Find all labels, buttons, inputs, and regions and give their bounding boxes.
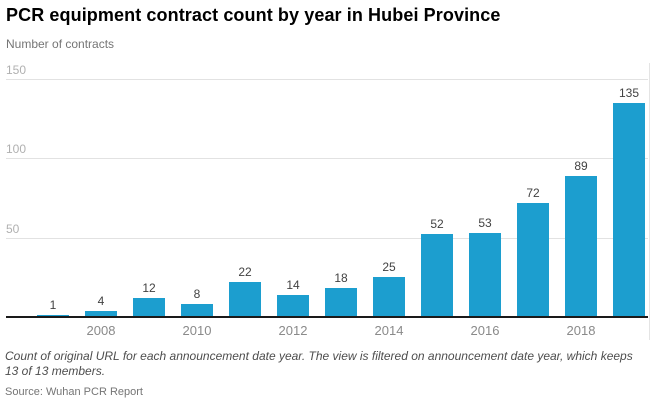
bar-value-label: 135 [618, 85, 640, 100]
x-axis-tick-label: 2008 [86, 323, 116, 338]
chart-title: PCR equipment contract count by year in … [6, 5, 501, 25]
bar-2018[interactable] [565, 175, 597, 317]
y-gridline [6, 237, 648, 239]
y-axis-tick-label: 150 [6, 63, 27, 77]
bar-2019[interactable] [613, 102, 645, 317]
x-axis-tick-label: 2012 [278, 323, 308, 338]
bar-value-label: 52 [430, 217, 444, 232]
bar-2008[interactable] [85, 310, 117, 317]
plot-right-border [649, 63, 650, 340]
y-axis-tick-label: 100 [6, 142, 27, 157]
bar-value-label: 72 [526, 185, 540, 200]
bar-2011[interactable] [229, 282, 261, 317]
y-gridline [6, 158, 648, 160]
y-axis-tick-label: 50 [6, 221, 20, 236]
chart-source: Source: Wuhan PCR Report [5, 386, 143, 398]
bar-value-label: 14 [286, 277, 300, 292]
bar-value-label: 22 [238, 265, 252, 280]
x-axis-tick-label: 2010 [182, 323, 212, 338]
bar-value-label: 1 [49, 298, 57, 312]
y-gridline [6, 79, 648, 80]
bar-2015[interactable] [421, 234, 453, 317]
bar-2012[interactable] [277, 294, 309, 317]
bar-2017[interactable] [517, 202, 549, 317]
bar-value-label: 18 [334, 271, 348, 286]
x-axis-tick-label: 2014 [374, 323, 404, 338]
bar-value-label: 25 [382, 260, 396, 275]
bar-2013[interactable] [325, 288, 357, 317]
x-axis-line [6, 316, 648, 318]
bar-value-label: 4 [97, 293, 105, 308]
bar-value-label: 12 [142, 280, 156, 295]
bar-value-label: 89 [574, 158, 588, 173]
x-axis-tick-label: 2018 [566, 323, 596, 338]
chart-canvas: 50 100 150 1 4 12 8 22 14 18 25 52 53 72 89 135 2008 2010… [6, 63, 650, 340]
bar-2016[interactable] [469, 232, 501, 317]
x-axis-tick-label: 2016 [470, 323, 500, 338]
bar-2009[interactable] [133, 297, 165, 317]
y-axis-title: Number of contracts [6, 37, 115, 51]
bar-2010[interactable] [181, 304, 213, 317]
bar-value-label: 53 [478, 215, 492, 230]
bar-value-label: 8 [193, 287, 201, 302]
bar-2014[interactable] [373, 277, 405, 317]
chart-caption: Count of original URL for each announcem… [5, 349, 633, 378]
